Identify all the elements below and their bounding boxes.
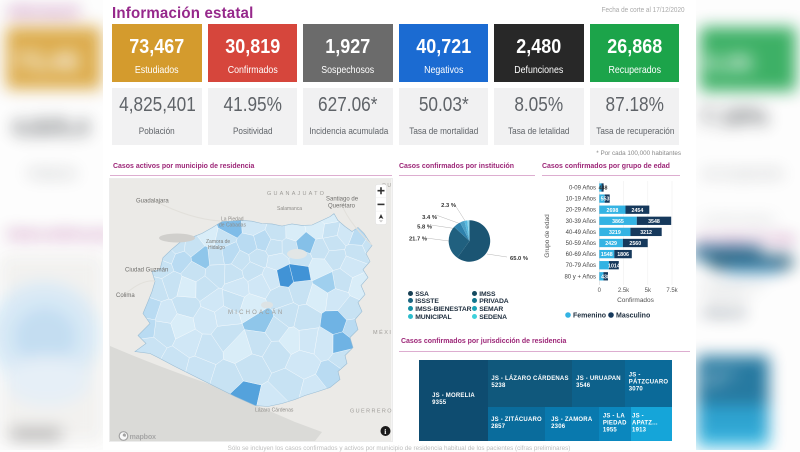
svg-text:3219: 3219: [609, 230, 621, 236]
svg-text:65.0 %: 65.0 %: [510, 256, 528, 262]
svg-text:2.5k: 2.5k: [618, 288, 630, 294]
svg-text:2429: 2429: [605, 241, 617, 247]
svg-text:1548: 1548: [601, 252, 613, 258]
svg-text:Querétaro: Querétaro: [328, 204, 356, 210]
svg-text:La Piedad: La Piedad: [221, 217, 244, 223]
svg-text:Grupo de edad: Grupo de edad: [544, 214, 551, 258]
svg-text:Zamora de: Zamora de: [206, 239, 230, 245]
svg-text:2698: 2698: [607, 208, 619, 214]
svg-text:Guadalajara: Guadalajara: [136, 199, 169, 205]
svg-text:2.3 %: 2.3 %: [441, 203, 456, 209]
svg-text:Femenino: Femenino: [573, 312, 606, 319]
svg-text:Ciudad Guzmán: Ciudad Guzmán: [125, 268, 168, 274]
svg-text:2454: 2454: [632, 208, 644, 214]
svg-text:5.8 %: 5.8 %: [417, 225, 432, 231]
svg-text:20-29 Años: 20-29 Años: [566, 208, 596, 214]
svg-text:3212: 3212: [640, 230, 652, 236]
svg-text:60-69 Años: 60-69 Años: [566, 252, 596, 258]
svg-text:3548: 3548: [648, 219, 660, 225]
svg-text:3.4 %: 3.4 %: [422, 215, 437, 221]
svg-text:mapbox: mapbox: [130, 432, 157, 441]
svg-text:Masculino: Masculino: [616, 312, 650, 319]
svg-text:de Cabadas: de Cabadas: [219, 223, 246, 229]
svg-text:40-49 Años: 40-49 Años: [566, 230, 596, 236]
svg-text:1806: 1806: [617, 252, 629, 258]
svg-text:GUERRERO: GUERRERO: [350, 409, 392, 415]
svg-text:70-79 Años: 70-79 Años: [566, 263, 596, 269]
svg-text:MICHOACÁN: MICHOACÁN: [228, 309, 284, 316]
svg-text:0: 0: [598, 288, 602, 294]
svg-text:Hidalgo: Hidalgo: [208, 245, 225, 251]
svg-text:Santiago de: Santiago de: [326, 197, 359, 203]
svg-text:7.5k: 7.5k: [666, 288, 678, 294]
svg-text:1014: 1014: [608, 263, 620, 269]
svg-text:448: 448: [599, 186, 608, 192]
svg-text:MÉXICO: MÉXICO: [373, 329, 392, 336]
svg-text:5k: 5k: [645, 288, 652, 294]
svg-text:3865: 3865: [612, 219, 624, 225]
svg-text:80 y + Años: 80 y + Años: [564, 274, 596, 280]
svg-text:i: i: [384, 427, 386, 436]
svg-text:30-39 Años: 30-39 Años: [566, 219, 596, 225]
svg-text:438: 438: [601, 274, 610, 280]
svg-text:10-19 Años: 10-19 Años: [566, 197, 596, 203]
svg-text:GUANAJUATO: GUANAJUATO: [267, 191, 326, 197]
svg-text:50-59 Años: 50-59 Años: [566, 241, 596, 247]
svg-text:Confirmados: Confirmados: [617, 297, 655, 304]
svg-text:Colima: Colima: [116, 293, 135, 299]
svg-text:2560: 2560: [629, 241, 641, 247]
svg-text:553: 553: [601, 197, 610, 203]
svg-text:0-09 Años: 0-09 Años: [569, 186, 596, 192]
svg-text:Lázaro Cárdenas: Lázaro Cárdenas: [255, 408, 294, 414]
svg-text:21.7 %: 21.7 %: [409, 237, 427, 243]
svg-text:Salamanca: Salamanca: [277, 206, 302, 212]
